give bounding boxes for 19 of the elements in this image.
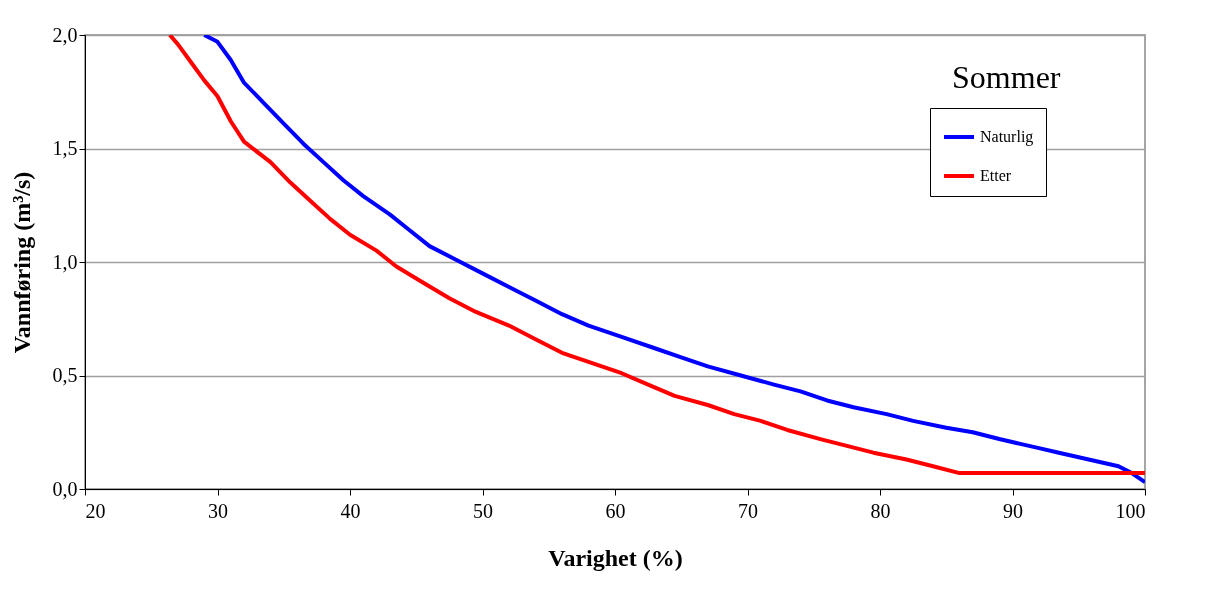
- x-tick-label: 50: [473, 499, 493, 522]
- x-axis-title: Varighet (%): [548, 544, 683, 571]
- x-tick-label: 100: [1115, 499, 1146, 522]
- legend-label: Naturlig: [980, 128, 1034, 146]
- legend-label: Etter: [980, 167, 1012, 184]
- x-tick-label: 30: [208, 499, 228, 522]
- y-axis-title: Vannføring (m³/s): [8, 171, 35, 354]
- y-tick-label: 1,5: [52, 137, 78, 159]
- x-tick-label: 40: [340, 499, 361, 522]
- y-tick-label: 2,0: [52, 23, 78, 46]
- y-tick-label: 1,0: [52, 250, 78, 273]
- x-tick-label: 60: [605, 499, 626, 522]
- x-tick-label: 80: [870, 499, 891, 522]
- x-tick-label: 70: [738, 499, 758, 522]
- y-tick-label: 0,5: [52, 364, 78, 386]
- text: Sommer: [952, 59, 1061, 95]
- x-tick-label: 90: [1003, 499, 1023, 522]
- x-tick-label: 20: [85, 499, 106, 522]
- y-tick-label: 0,0: [52, 477, 78, 500]
